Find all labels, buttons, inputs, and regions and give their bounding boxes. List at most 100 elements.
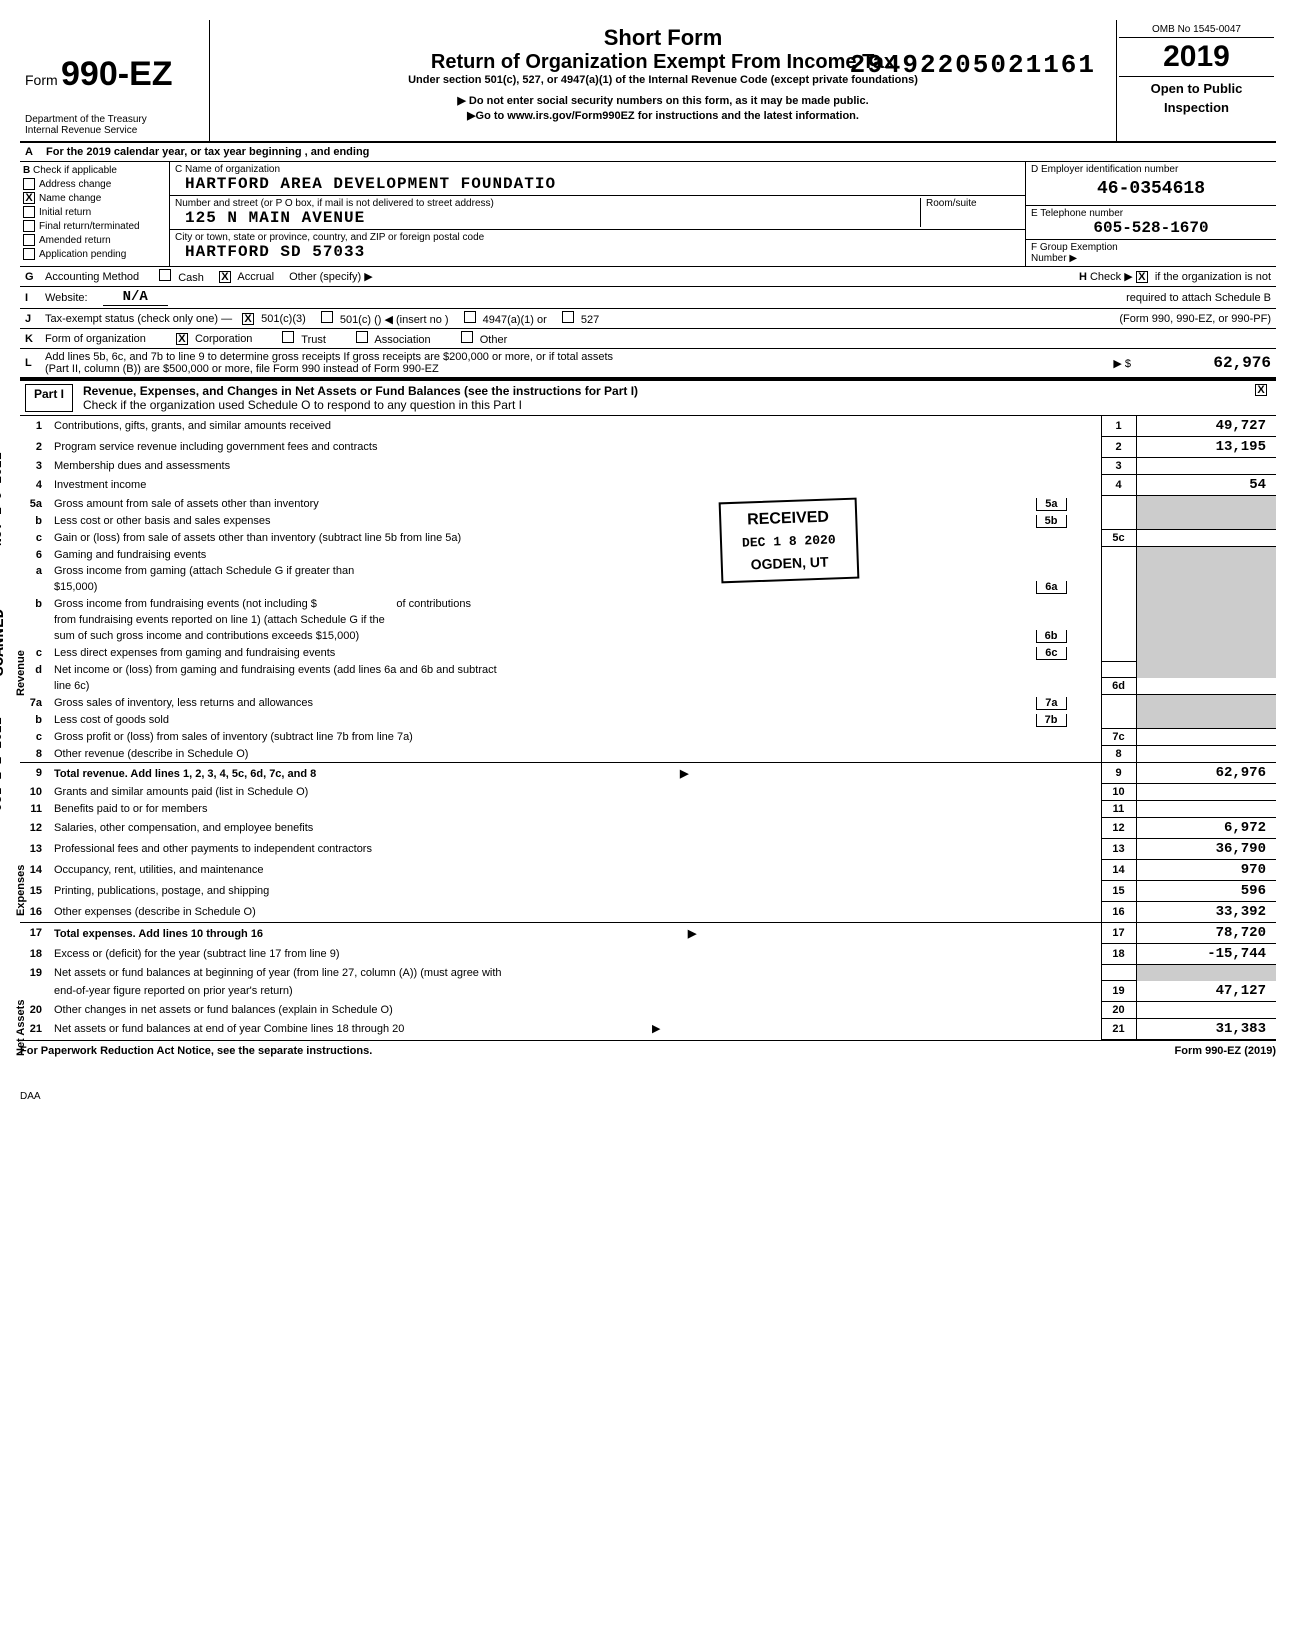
chk-527[interactable]	[562, 311, 574, 323]
row-l-text1: Add lines 5b, 6c, and 7b to line 9 to de…	[45, 351, 613, 363]
part1-label: Part I	[25, 384, 73, 412]
col-c: C Name of organization HARTFORD AREA DEV…	[170, 162, 1026, 266]
chk-4947[interactable]	[464, 311, 476, 323]
line8-desc: Other revenue (describe in Schedule O)	[50, 746, 1101, 763]
tax-year: 2019	[1119, 38, 1274, 77]
line4-desc: Investment income	[50, 475, 1101, 496]
ein-label: D Employer identification number	[1031, 164, 1178, 175]
chk-trust[interactable]	[282, 331, 294, 343]
line6b-desc2: of contributions	[396, 598, 471, 610]
line6d-desc2: line 6c)	[50, 678, 1101, 695]
form-number-box: Form 990-EZ Department of the Treasury I…	[20, 20, 210, 141]
line13-amt: 36,790	[1136, 839, 1276, 860]
addr-label: Number and street (or P O box, if mail i…	[175, 198, 494, 209]
chk-501c[interactable]	[321, 311, 333, 323]
lbl-address: Address change	[39, 179, 111, 190]
part1-header: Part I Revenue, Expenses, and Changes in…	[20, 379, 1276, 416]
chk-corp[interactable]: X	[176, 333, 188, 345]
chk-accrual[interactable]: X	[219, 271, 231, 283]
omb-number: OMB No 1545-0047	[1119, 22, 1274, 38]
line1-desc: Contributions, gifts, grants, and simila…	[50, 416, 1101, 437]
line9-desc: Total revenue. Add lines 1, 2, 3, 4, 5c,…	[54, 768, 316, 780]
line5c-desc: Gain or (loss) from sale of assets other…	[50, 530, 1101, 547]
lbl-assoc: Association	[374, 334, 430, 346]
chk-other-org[interactable]	[461, 331, 473, 343]
line11-desc: Benefits paid to or for members	[50, 801, 1101, 818]
city-label: City or town, state or province, country…	[175, 232, 484, 243]
lines-table: 1Contributions, gifts, grants, and simil…	[20, 416, 1276, 1040]
chk-h[interactable]: X	[1136, 271, 1148, 283]
line2-amt: 13,195	[1136, 437, 1276, 458]
chk-amended[interactable]	[23, 234, 35, 246]
line5b-desc: Less cost or other basis and sales expen…	[54, 515, 270, 527]
line6b-desc3: from fundraising events reported on line…	[50, 612, 1101, 628]
line6d-amt	[1136, 678, 1276, 695]
stamp-date2: JUL 1 2 2021	[0, 717, 5, 811]
group-label: F Group Exemption	[1031, 242, 1118, 253]
line6a-desc2: $15,000)	[54, 581, 97, 593]
form-container: 29492205021161 Form 990-EZ Department of…	[20, 20, 1276, 1102]
line5c-amt	[1136, 530, 1276, 547]
line20-desc: Other changes in net assets or fund bala…	[50, 1001, 1101, 1018]
phone-label: E Telephone number	[1031, 208, 1123, 219]
line9-amt: 62,976	[1136, 763, 1276, 784]
col-b: B Check if applicable Address change XNa…	[20, 162, 170, 266]
line15-desc: Printing, publications, postage, and shi…	[50, 881, 1101, 902]
lbl-527: 527	[581, 314, 599, 326]
chk-part1[interactable]: X	[1255, 384, 1267, 396]
line4-amt: 54	[1136, 475, 1276, 496]
line1-amt: 49,727	[1136, 416, 1276, 437]
chk-final[interactable]	[23, 220, 35, 232]
line6c-desc: Less direct expenses from gaming and fun…	[54, 647, 335, 659]
chk-pending[interactable]	[23, 248, 35, 260]
lbl-final: Final return/terminated	[39, 221, 140, 232]
warn-ssn: ▶ Do not enter social security numbers o…	[220, 94, 1106, 107]
org-city: HARTFORD SD 57033	[175, 243, 1020, 261]
h-label: Check ▶	[1090, 271, 1133, 283]
part1-title: Revenue, Expenses, and Changes in Net As…	[83, 384, 638, 398]
line18-amt: -15,744	[1136, 944, 1276, 965]
line14-amt: 970	[1136, 860, 1276, 881]
lbl-trust: Trust	[301, 334, 326, 346]
line7c-desc: Gross profit or (loss) from sales of inv…	[50, 729, 1101, 746]
lbl-accrual: Accrual	[237, 271, 274, 283]
row-l-text2: (Part II, column (B)) are $500,000 or mo…	[45, 363, 439, 375]
h-text2: required to attach Schedule B	[1126, 292, 1271, 304]
lbl-4947: 4947(a)(1) or	[483, 314, 547, 326]
year-box: OMB No 1545-0047 2019 Open to Public Ins…	[1116, 20, 1276, 141]
open-public-2: Inspection	[1119, 100, 1274, 119]
website-value: N/A	[103, 289, 168, 306]
chk-assoc[interactable]	[356, 331, 368, 343]
line15-amt: 596	[1136, 881, 1276, 902]
chk-initial[interactable]	[23, 206, 35, 218]
line8-amt	[1136, 746, 1276, 763]
lbl-501c: 501(c) (	[340, 314, 378, 326]
tax-status-label: Tax-exempt status (check only one) —	[45, 313, 232, 325]
section-bcd: B Check if applicable Address change XNa…	[20, 162, 1276, 267]
form-org-label: Form of organization	[45, 333, 146, 345]
line3-desc: Membership dues and assessments	[50, 458, 1101, 475]
line14-desc: Occupancy, rent, utilities, and maintena…	[50, 860, 1101, 881]
stamp-scanned: SCANNED	[0, 609, 8, 676]
chk-address[interactable]	[23, 178, 35, 190]
group-label2: Number ▶	[1031, 253, 1077, 264]
chk-501c3[interactable]: X	[242, 313, 254, 325]
line21-amt: 31,383	[1136, 1018, 1276, 1039]
line16-desc: Other expenses (describe in Schedule O)	[50, 902, 1101, 923]
row-l: L Add lines 5b, 6c, and 7b to line 9 to …	[20, 349, 1276, 379]
part1-check-text: Check if the organization used Schedule …	[83, 398, 522, 412]
row-a-text: For the 2019 calendar year, or tax year …	[46, 146, 369, 158]
col-d: D Employer identification number 46-0354…	[1026, 162, 1276, 266]
room-label: Room/suite	[926, 198, 977, 209]
lbl-initial: Initial return	[39, 207, 91, 218]
goto-link: ▶Go to www.irs.gov/Form990EZ for instruc…	[220, 109, 1106, 122]
chk-name[interactable]: X	[23, 192, 35, 204]
line7a-desc: Gross sales of inventory, less returns a…	[54, 697, 313, 709]
line6a-desc: Gross income from gaming (attach Schedul…	[50, 563, 1101, 579]
form-prefix: Form	[25, 72, 58, 88]
side-revenue: Revenue	[15, 650, 27, 696]
chk-cash[interactable]	[159, 269, 171, 281]
name-label: C Name of organization	[175, 164, 280, 175]
line6-desc: Gaming and fundraising events	[50, 547, 1101, 563]
line16-amt: 33,392	[1136, 902, 1276, 923]
